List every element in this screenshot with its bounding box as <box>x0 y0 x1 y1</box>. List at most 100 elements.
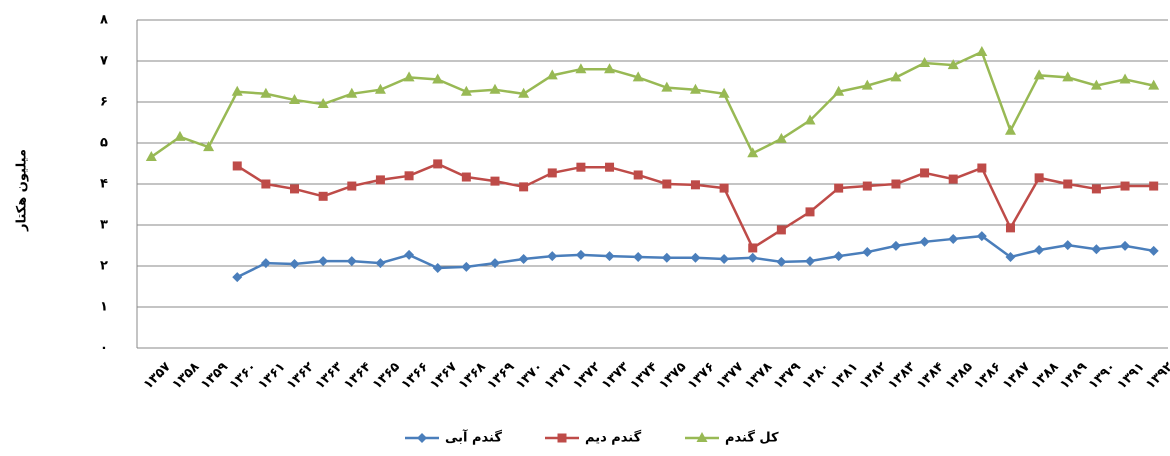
x-tick-label: ۱۳۸۲ <box>857 359 890 392</box>
data-point <box>920 168 930 178</box>
x-tick-label: ۱۳۸۹ <box>1057 359 1090 392</box>
data-point <box>947 59 959 70</box>
data-point <box>718 87 730 98</box>
data-point <box>232 272 243 283</box>
data-point <box>690 252 701 263</box>
data-point <box>747 147 759 158</box>
x-tick-label: ۱۳۶۴ <box>341 359 374 392</box>
y-tick-label: ۸ <box>100 13 108 28</box>
data-point <box>346 87 358 98</box>
data-point <box>346 256 357 267</box>
y-axis-label: میلیون هکتار <box>15 149 30 232</box>
data-point <box>661 252 672 263</box>
data-point <box>1063 179 1073 189</box>
x-tick-label: ۱۳۹۲ <box>1143 359 1170 392</box>
data-point <box>576 162 586 172</box>
x-tick-label: ۱۳۶۰ <box>227 359 260 392</box>
data-point <box>976 45 988 56</box>
data-point <box>948 174 958 184</box>
data-point <box>260 258 271 269</box>
x-tick-label: ۱۳۵۸ <box>169 359 202 392</box>
legend-item: گندم آبی <box>405 429 502 446</box>
data-point <box>432 73 444 84</box>
data-point <box>948 233 959 244</box>
data-point <box>1034 245 1045 256</box>
data-point <box>261 179 271 189</box>
data-point <box>433 159 443 169</box>
data-point <box>490 176 500 186</box>
data-point <box>604 251 615 262</box>
data-point <box>403 71 415 82</box>
data-point <box>919 57 931 68</box>
data-point <box>662 179 672 189</box>
data-point <box>1091 184 1101 194</box>
data-point <box>489 83 501 94</box>
x-tick-label: ۱۳۷۵ <box>656 359 689 392</box>
data-point <box>460 85 472 96</box>
data-point <box>861 79 873 90</box>
x-tick-label: ۱۳۸۸ <box>1029 359 1062 392</box>
data-point <box>776 256 787 267</box>
legend-item: کل گندم <box>685 430 779 446</box>
x-tick-label: ۱۳۸۴ <box>914 359 947 392</box>
y-tick-label: ۴ <box>100 177 108 192</box>
y-tick-label: ۶ <box>100 95 108 110</box>
y-tick-label: ۲ <box>100 259 108 274</box>
x-tick-label: ۱۳۹۱ <box>1115 359 1148 392</box>
data-point <box>1148 245 1159 256</box>
y-tick-label: ۵ <box>100 136 108 151</box>
legend-label: کل گندم <box>725 430 779 446</box>
y-tick-label: ۰ <box>100 341 108 356</box>
x-tick-label: ۱۳۸۳ <box>885 359 918 392</box>
x-tick-label: ۱۳۶۲ <box>284 359 317 392</box>
data-point <box>805 256 816 267</box>
data-point <box>748 243 758 253</box>
data-point <box>1149 181 1159 191</box>
data-point <box>834 183 844 193</box>
data-point <box>689 83 701 94</box>
x-tick-label: ۱۳۶۱ <box>255 359 288 392</box>
data-point <box>690 180 700 190</box>
data-point <box>290 184 300 194</box>
data-point <box>891 179 901 189</box>
data-point <box>461 172 471 182</box>
data-point <box>432 263 443 274</box>
x-tick-label: ۱۳۷۶ <box>685 359 718 392</box>
data-point <box>919 236 930 247</box>
data-point <box>633 251 644 262</box>
data-point <box>1062 71 1074 82</box>
data-point <box>1034 173 1044 183</box>
data-point <box>890 240 901 251</box>
x-tick-label: ۱۳۶۳ <box>313 359 346 392</box>
data-point <box>1119 73 1131 84</box>
data-point <box>575 249 586 260</box>
data-point <box>632 71 644 82</box>
data-point <box>719 254 730 265</box>
data-point <box>804 114 816 125</box>
x-tick-label: ۱۳۷۸ <box>742 359 775 392</box>
data-point <box>546 69 558 80</box>
data-point <box>557 433 567 443</box>
data-point <box>174 130 186 141</box>
data-point <box>775 132 787 143</box>
y-tick-label: ۱ <box>100 300 108 315</box>
x-tick-label: ۱۳۶۶ <box>399 359 432 392</box>
data-point <box>1091 244 1102 255</box>
x-tick-label: ۱۳۸۷ <box>1000 359 1033 392</box>
data-point <box>1090 79 1102 90</box>
data-point <box>1148 79 1160 90</box>
data-point <box>1120 181 1130 191</box>
x-tick-label: ۱۳۸۵ <box>943 359 976 392</box>
x-tick-label: ۱۳۷۹ <box>771 359 804 392</box>
data-point <box>833 251 844 262</box>
y-tick-label: ۳ <box>100 218 108 233</box>
x-tick-label: ۱۳۶۵ <box>370 359 403 392</box>
legend-label: گندم آبی <box>445 429 502 446</box>
data-point <box>375 258 386 269</box>
x-tick-label: ۱۳۶۷ <box>427 359 460 392</box>
data-point <box>604 63 616 74</box>
data-point <box>1120 240 1131 251</box>
data-point <box>489 258 500 269</box>
data-point <box>977 163 987 173</box>
data-point <box>661 81 673 92</box>
